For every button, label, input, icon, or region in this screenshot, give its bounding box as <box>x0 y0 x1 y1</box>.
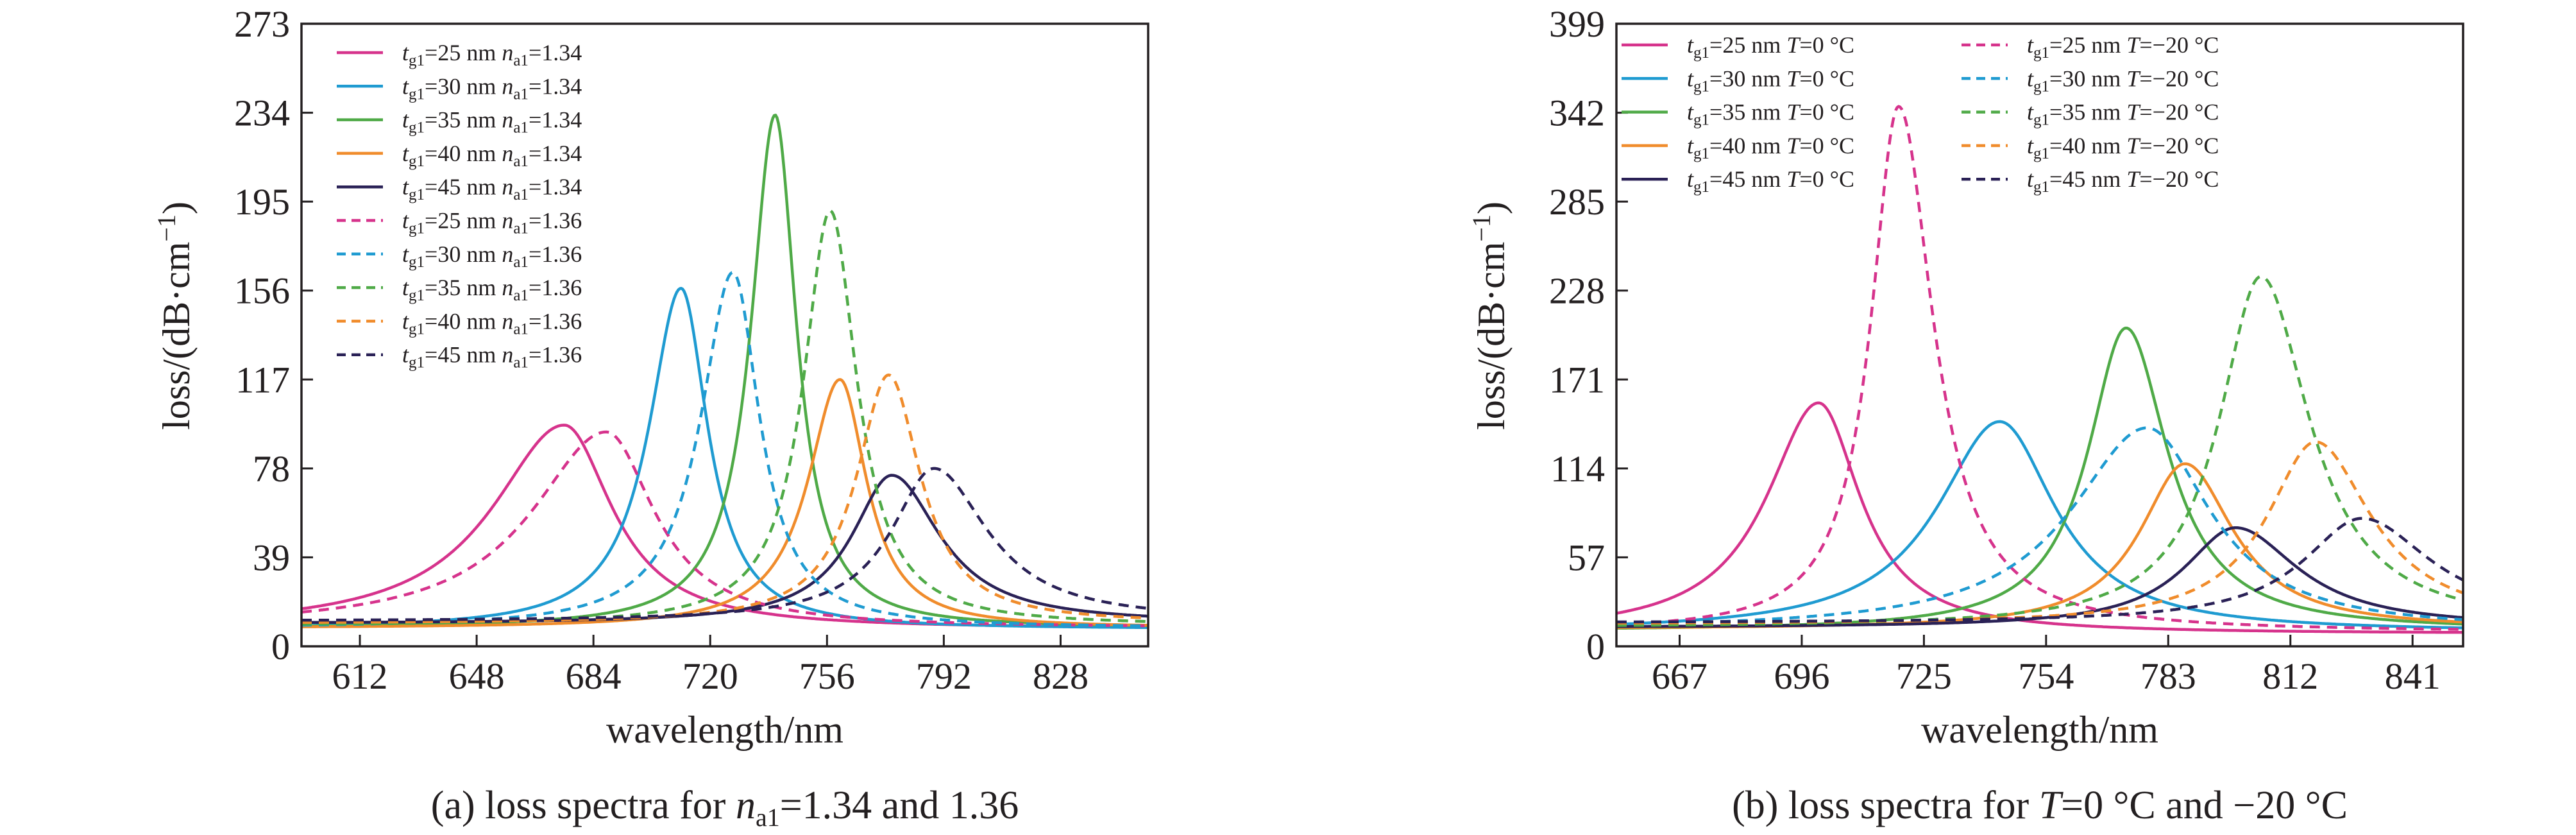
x-tick-label: 828 <box>1033 655 1089 697</box>
legend-label: tg1=25 nm na1=1.36 <box>402 208 582 237</box>
legend-label: tg1=45 nm T=−20 °C <box>2027 166 2219 196</box>
legend-label: tg1=35 nm na1=1.34 <box>402 107 582 137</box>
legend-label: tg1=35 nm na1=1.36 <box>402 275 582 304</box>
y-tick-label: 273 <box>234 3 290 45</box>
legend-label: tg1=30 nm T=−20 °C <box>2027 65 2219 95</box>
legend-label: tg1=35 nm T=−20 °C <box>2027 99 2219 129</box>
legend-label: tg1=45 nm na1=1.36 <box>402 342 582 372</box>
series-line-9-dashed <box>1616 440 2463 625</box>
series-line-9-dashed <box>301 373 1148 624</box>
y-axis-title: loss/(dB·cm−1) <box>1467 202 1513 430</box>
x-tick-label: 696 <box>1774 655 1829 697</box>
series-group <box>301 114 1148 630</box>
y-tick-label: 285 <box>1549 181 1605 223</box>
legend-label: tg1=35 nm T=0 °C <box>1687 99 1854 129</box>
legend-label: tg1=40 nm na1=1.36 <box>402 308 582 338</box>
series-line-8-dashed <box>301 209 1148 626</box>
x-axis-title: wavelength/nm <box>606 709 843 751</box>
legend-label: tg1=25 nm T=0 °C <box>1687 32 1854 62</box>
y-axis-title: loss/(dB·cm−1) <box>152 202 198 430</box>
legend-label: tg1=30 nm na1=1.36 <box>402 241 582 271</box>
legend-label: tg1=45 nm na1=1.34 <box>402 174 582 203</box>
y-tick-label: 57 <box>1568 537 1605 578</box>
legend-label: tg1=40 nm na1=1.34 <box>402 141 582 170</box>
series-line-2-solid <box>301 286 1148 630</box>
x-tick-label: 612 <box>332 655 388 697</box>
y-tick-label: 78 <box>253 448 290 490</box>
series-line-2-solid <box>1616 420 2463 630</box>
x-tick-label: 720 <box>682 655 738 697</box>
y-tick-label: 234 <box>234 92 290 134</box>
legend: tg1=25 nm na1=1.34 tg1=30 nm na1=1.34 tg1=… <box>337 40 582 372</box>
y-tick-label: 399 <box>1549 3 1605 45</box>
chart-panel-a: 0 39 78 117 156 195 234 273 612 648 684 720 756 792 82… <box>152 3 1149 832</box>
plot-frame <box>300 22 1149 648</box>
x-tick-label: 725 <box>1896 655 1952 697</box>
series-line-1-solid <box>1616 401 2463 634</box>
y-tick-label: 0 <box>1586 626 1605 667</box>
x-tick-label: 648 <box>449 655 505 697</box>
x-tick-label: 792 <box>916 655 972 697</box>
x-axis-title: wavelength/nm <box>1921 709 2158 751</box>
panel-caption: (b) loss spectra for T=0 °C and −20 °C <box>1732 784 2348 827</box>
x-tick-label: 812 <box>2262 655 2318 697</box>
y-tick-label: 156 <box>234 270 290 312</box>
legend-label: tg1=25 nm T=−20 °C <box>2027 32 2219 62</box>
x-tick-label: 754 <box>2018 655 2074 697</box>
series-line-8-dashed <box>1616 275 2463 627</box>
x-tick-label: 756 <box>799 655 855 697</box>
y-tick-label: 195 <box>234 181 290 223</box>
y-tick-label: 114 <box>1550 448 1605 490</box>
x-tick-label: 841 <box>2385 655 2441 697</box>
plot-frame <box>1615 22 2464 648</box>
series-line-10-dashed <box>301 467 1148 622</box>
y-tick-label: 171 <box>1549 359 1605 400</box>
series-line-4-solid <box>301 378 1148 628</box>
legend-label: tg1=30 nm na1=1.34 <box>402 73 582 103</box>
legend-label: tg1=30 nm T=0 °C <box>1687 65 1854 95</box>
y-tick-label: 39 <box>253 537 290 578</box>
y-tick-label: 228 <box>1549 270 1605 312</box>
panel-caption: (a) loss spectra for na1=1.34 and 1.36 <box>431 784 1019 832</box>
x-tick-label: 783 <box>2140 655 2196 697</box>
legend-label: tg1=25 nm na1=1.34 <box>402 40 582 69</box>
series-line-7-dashed <box>1616 426 2463 626</box>
x-tick-label: 684 <box>566 655 622 697</box>
y-tick-label: 117 <box>235 359 290 400</box>
chart-panel-b: 0 57 114 171 228 285 342 399 667 696 725 754 783 812 8… <box>1467 3 2464 827</box>
series-group <box>1616 105 2463 634</box>
x-tick-label: 667 <box>1652 655 1707 697</box>
series-line-10-dashed <box>1616 517 2463 624</box>
y-tick-label: 342 <box>1549 92 1605 134</box>
series-line-6-dashed <box>301 430 1148 628</box>
legend-label: tg1=45 nm T=0 °C <box>1687 166 1854 196</box>
legend-label: tg1=40 nm T=0 °C <box>1687 133 1854 162</box>
series-line-6-dashed <box>1616 105 2463 631</box>
y-tick-label: 0 <box>271 626 290 667</box>
legend-label: tg1=40 nm T=−20 °C <box>2027 133 2219 162</box>
